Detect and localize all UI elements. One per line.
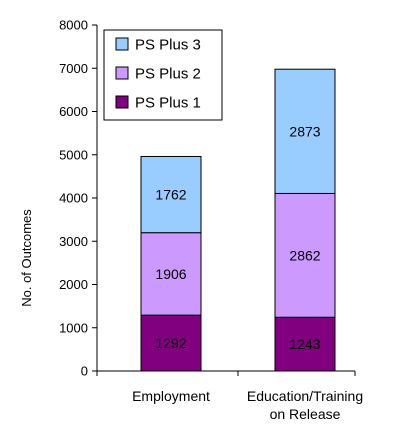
axes: 0 1000 2000 3000 4000 5000 6000 7000 8000 [59, 18, 356, 379]
y-axis-label: No. of Outcomes [19, 209, 34, 307]
bar-segment [140, 155, 202, 234]
data-label: 1243 [289, 336, 320, 352]
x-category-label: Education/Training [247, 388, 363, 404]
x-axis-labels: Employment Education/Training on Release [132, 388, 363, 422]
y-tick-label: 1000 [59, 320, 88, 335]
y-axis-title: No. of Outcomes [19, 209, 34, 307]
data-label: 1762 [155, 187, 186, 203]
legend-label: PS Plus 3 [135, 37, 201, 54]
bar-segment [274, 316, 336, 372]
legend-label: PS Plus 1 [135, 95, 201, 112]
legend-swatch [115, 66, 129, 80]
data-label: 1292 [155, 335, 186, 351]
legend: PS Plus 3 PS Plus 2 PS Plus 1 [103, 29, 223, 121]
x-category-label: Employment [132, 388, 210, 404]
legend-swatch [115, 95, 129, 109]
bar-segment [140, 232, 202, 316]
y-tick-label: 5000 [59, 147, 88, 162]
y-tick-label: 0 [81, 364, 88, 379]
x-category-label: on Release [270, 406, 341, 422]
y-tick-label: 8000 [59, 18, 88, 33]
bars: 1292 1906 1762 1243 2862 2873 [140, 68, 336, 372]
bar-segment [140, 314, 202, 372]
data-label: 2873 [289, 123, 320, 139]
y-tick-label: 7000 [59, 61, 88, 76]
y-tick-label: 6000 [59, 104, 88, 119]
legend-swatch [115, 37, 129, 51]
legend-label: PS Plus 2 [135, 66, 201, 83]
data-label: 2862 [289, 247, 320, 263]
y-tick-label: 3000 [59, 234, 88, 249]
data-label: 1906 [155, 266, 186, 282]
y-tick-label: 2000 [59, 277, 88, 292]
bar-segment [274, 68, 336, 194]
y-tick-label: 4000 [59, 191, 88, 206]
bar-segment [274, 192, 336, 318]
